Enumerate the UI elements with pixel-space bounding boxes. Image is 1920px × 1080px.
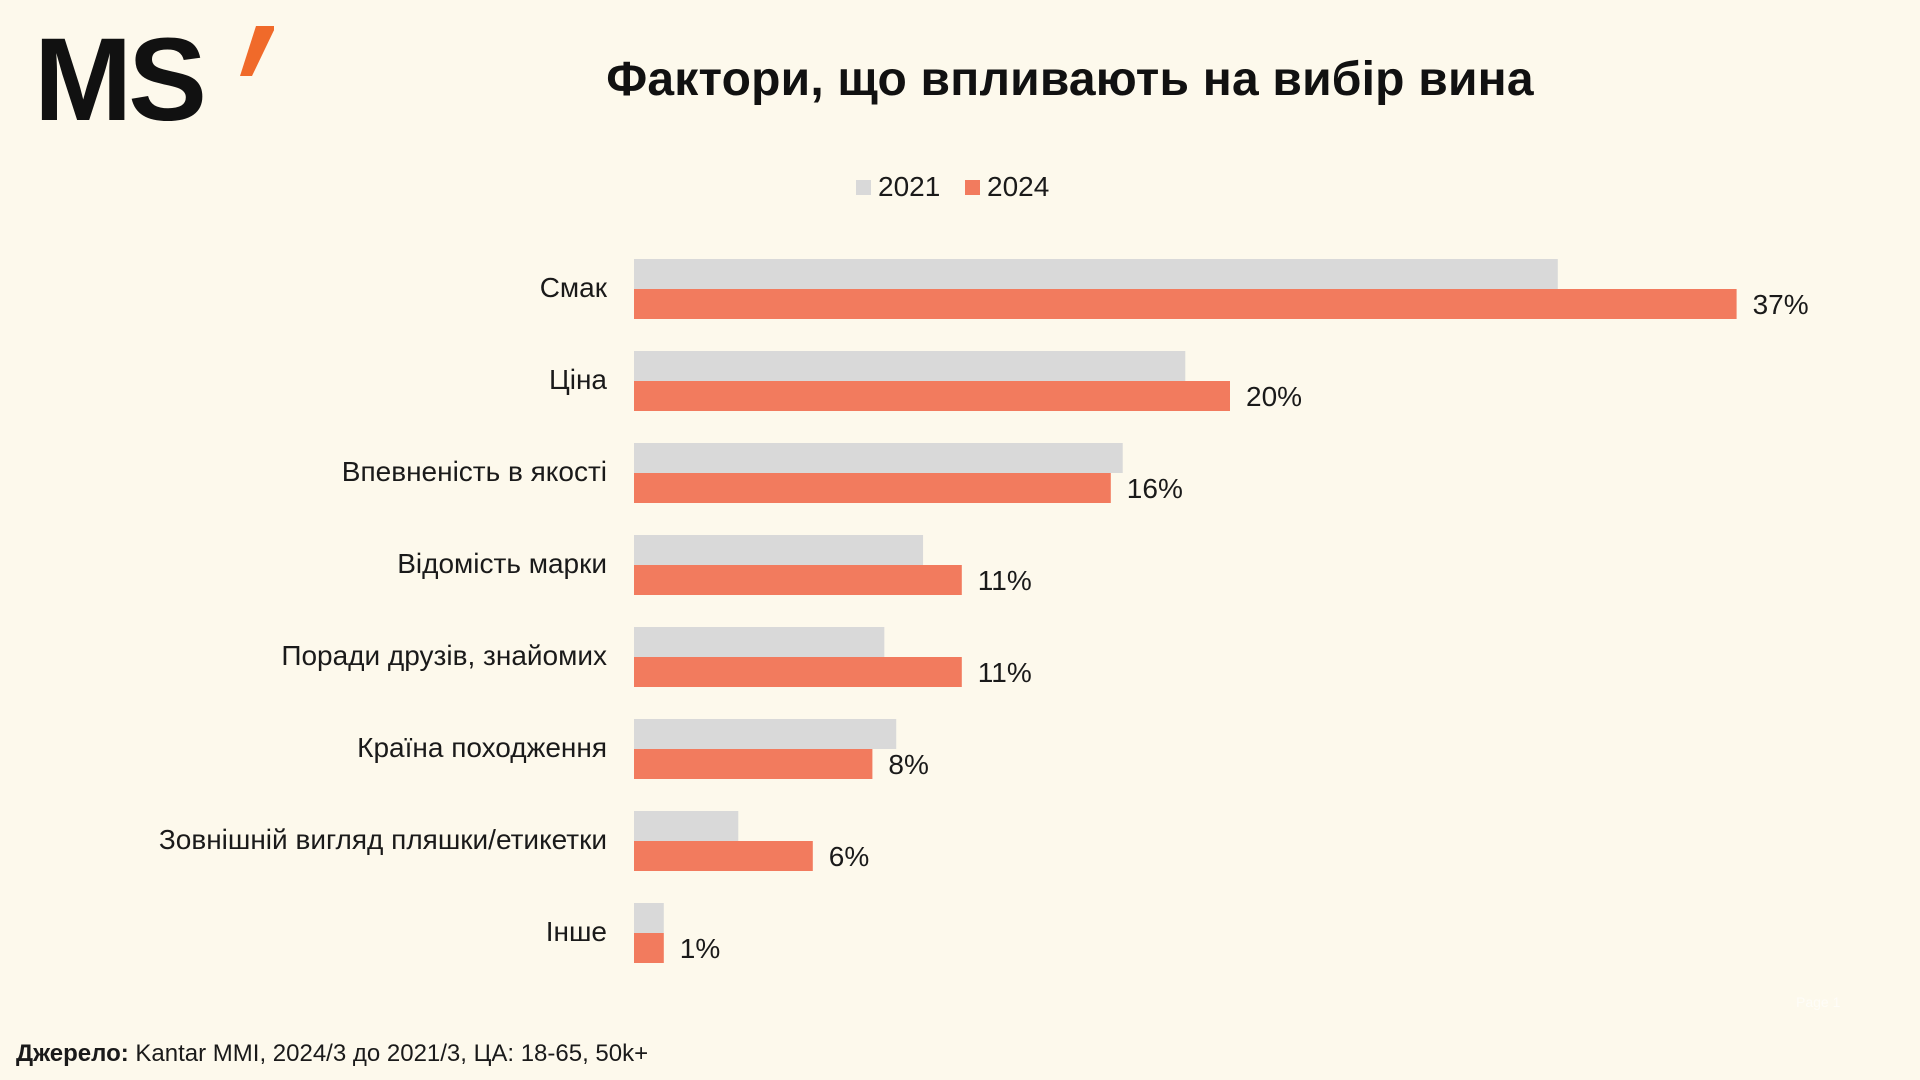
data-label: 11% (978, 565, 1032, 596)
logo-text: MS (34, 22, 203, 132)
data-label: 1% (680, 933, 720, 964)
category-label: Поради друзів, знайомих (281, 640, 607, 671)
legend-label-2021: 2021 (878, 171, 940, 202)
bar-2021-6 (634, 811, 739, 841)
category-label: Смак (540, 272, 608, 303)
bar-2021-7 (634, 903, 664, 933)
category-label: Ціна (549, 364, 607, 395)
bar-2024-5 (634, 749, 873, 779)
bar-2024-7 (634, 933, 664, 963)
page-note: Page 1 (1796, 994, 1841, 1010)
data-label: 8% (888, 749, 928, 780)
bar-2021-1 (634, 351, 1186, 381)
bars (634, 259, 1737, 963)
source-text: Kantar MMI, 2024/3 до 2021/3, ЦА: 18-65,… (135, 1040, 649, 1067)
category-label: Зовнішній вигляд пляшки/етикетки (159, 824, 607, 855)
category-label: Інше (546, 916, 607, 947)
bar-2021-3 (634, 535, 924, 565)
data-label: 16% (1127, 473, 1183, 504)
chart-legend: 2021 2024 (856, 171, 1049, 202)
bar-2021-0 (634, 259, 1558, 289)
source-label: Джерело: (16, 1040, 129, 1067)
chart-title: Фактори, що впливають на вибір вина (606, 53, 1534, 106)
legend-swatch-2021 (856, 180, 871, 195)
bar-2024-1 (634, 381, 1230, 411)
logo-mark: MS (34, 22, 274, 132)
data-labels: 37% 20% 16% 11% 11% 8% 6% 1% (680, 289, 1809, 964)
category-labels: Смак Ціна Впевненість в якості Відомість ма… (159, 272, 608, 947)
bar-2024-0 (634, 289, 1737, 319)
bar-2024-4 (634, 657, 962, 687)
category-label: Впевненість в якості (342, 456, 607, 487)
source-note: Джерело: Kantar MMI, 2024/3 до 2021/3, Ц… (16, 1040, 648, 1068)
bar-2024-2 (634, 473, 1111, 503)
data-label: 6% (829, 841, 869, 872)
data-label: 37% (1753, 289, 1809, 320)
data-label: 11% (978, 657, 1032, 688)
bar-2024-6 (634, 841, 813, 871)
category-label: Країна походження (357, 732, 607, 763)
bar-2021-4 (634, 627, 885, 657)
logo-accent-icon (240, 26, 274, 76)
bar-2021-5 (634, 719, 897, 749)
bar-2024-3 (634, 565, 962, 595)
legend-label-2024: 2024 (987, 171, 1049, 202)
legend-swatch-2024 (965, 180, 980, 195)
logo: MS (34, 22, 274, 132)
category-label: Відомість марки (397, 548, 607, 579)
bar-2021-2 (634, 443, 1123, 473)
data-label: 20% (1246, 381, 1302, 412)
